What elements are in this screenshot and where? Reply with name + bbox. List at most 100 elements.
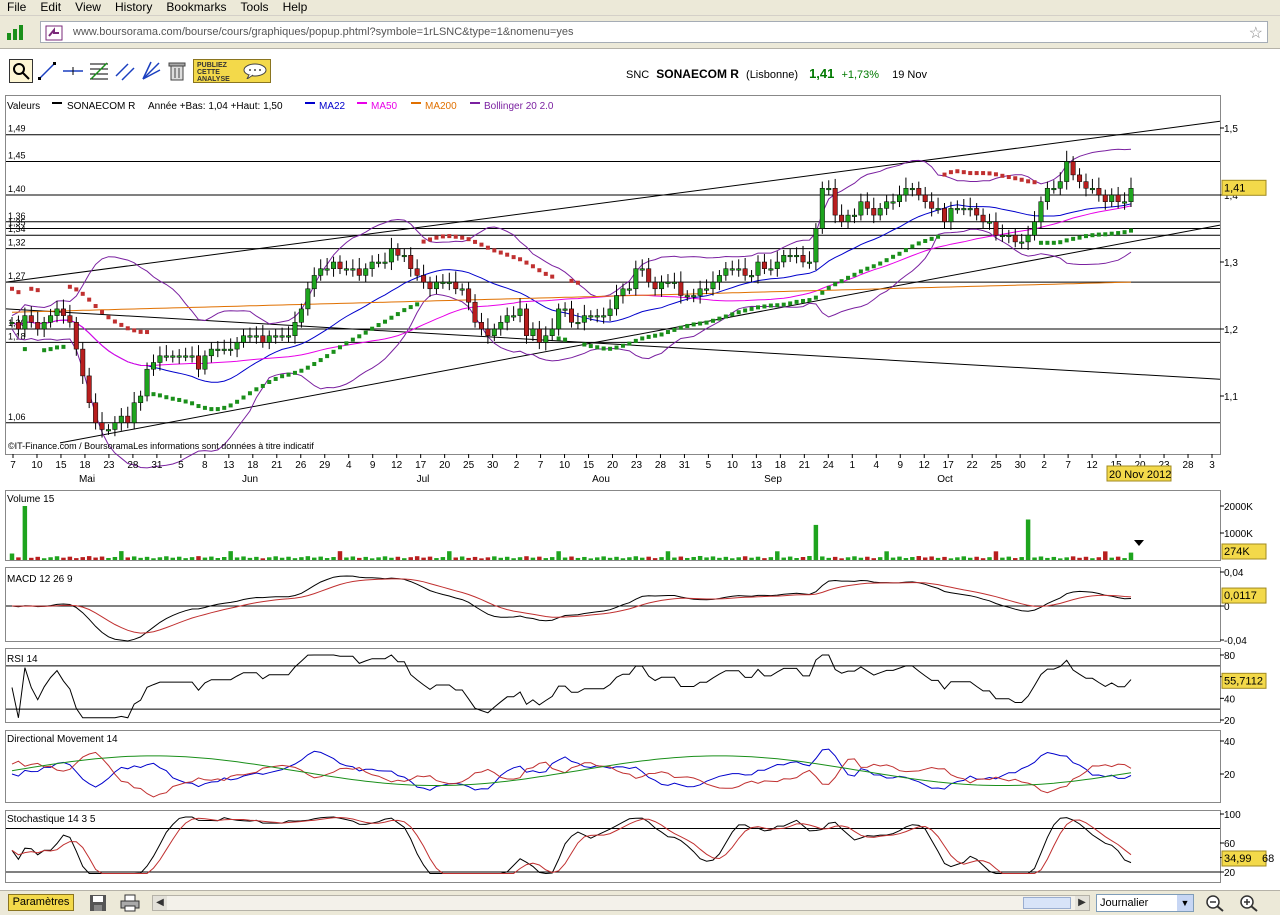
level-label-1: 1,45 xyxy=(8,151,26,161)
print-icon[interactable] xyxy=(120,894,140,912)
zoom-in-icon[interactable] xyxy=(1239,894,1259,912)
site-icon xyxy=(45,25,63,41)
volume-bar xyxy=(337,551,343,560)
sar-dot xyxy=(447,234,452,239)
candle-body xyxy=(196,355,201,370)
volume-bar xyxy=(196,556,201,560)
menu-bookmarks[interactable]: Bookmarks xyxy=(166,0,227,14)
volume-bar xyxy=(74,558,79,560)
x-tick-label-33: 21 xyxy=(799,460,811,471)
volume-bar xyxy=(267,557,272,560)
menu-tools[interactable]: Tools xyxy=(240,0,269,14)
sar-dot xyxy=(1013,176,1018,181)
chart-area[interactable]: Valeurs SONAECOM R Année +Bas: 1,04 +Haut:… xyxy=(0,94,1280,890)
menu-edit[interactable]: Edit xyxy=(40,0,62,14)
save-icon[interactable] xyxy=(88,894,108,912)
x-tick-label-10: 18 xyxy=(247,460,259,471)
volume-bar xyxy=(524,556,529,560)
candle-body xyxy=(774,261,780,269)
volume-bar xyxy=(498,557,503,560)
period-select[interactable]: Journalier ▼ xyxy=(1096,894,1194,912)
params-button[interactable]: Paramètres xyxy=(8,894,74,911)
sar-dot xyxy=(524,260,529,265)
sar-dot xyxy=(820,290,825,295)
candle-body xyxy=(331,261,337,269)
candle-body xyxy=(987,221,993,224)
sar-dot xyxy=(910,244,915,249)
publish-analysis-button[interactable]: PUBLIEZ CETTE ANALYSE xyxy=(193,59,271,83)
sar-dot xyxy=(363,330,368,335)
sar-dot xyxy=(1038,240,1043,245)
fibonacci-icon[interactable] xyxy=(87,59,111,83)
fan-icon[interactable] xyxy=(139,59,163,83)
candle-body xyxy=(504,315,510,323)
candle-body xyxy=(433,281,439,290)
volume-bar xyxy=(312,557,317,560)
trendline-icon[interactable] xyxy=(35,59,59,83)
volume-bar xyxy=(865,556,870,560)
candle-body xyxy=(832,188,838,216)
sar-dot xyxy=(1045,240,1050,245)
horizontal-line-icon[interactable] xyxy=(61,59,85,83)
volume-bar xyxy=(106,557,111,560)
sar-dot xyxy=(337,345,342,350)
volume-bar xyxy=(562,557,568,560)
parallel-channel-icon[interactable] xyxy=(113,59,137,83)
sar-dot xyxy=(620,343,625,348)
menu-file[interactable]: File xyxy=(7,0,27,14)
date-marker-icon xyxy=(1134,540,1144,546)
volume-bar xyxy=(22,506,28,560)
candle-body xyxy=(131,402,137,424)
zoom-out-icon[interactable] xyxy=(1205,894,1225,912)
candle-body xyxy=(909,188,915,191)
speech-bubble-icon xyxy=(243,63,267,81)
candle-body xyxy=(376,261,382,264)
sar-dot xyxy=(10,286,14,291)
menu-view[interactable]: View xyxy=(75,0,101,14)
volume-bar xyxy=(1006,556,1012,560)
candle-body xyxy=(974,208,980,216)
scroll-right-icon[interactable]: ▶ xyxy=(1075,896,1089,910)
candle-body xyxy=(704,288,710,291)
volume-tick-label-1: 1000K xyxy=(1224,529,1253,540)
stoch-d-line xyxy=(11,816,1132,874)
candle-body xyxy=(697,288,703,296)
menu-help[interactable]: Help xyxy=(282,0,308,14)
url-field[interactable]: www.boursorama.com/bourse/cours/graphiqu… xyxy=(40,21,1268,43)
candle-body xyxy=(646,268,652,283)
dm-adx-line xyxy=(11,755,1132,786)
price-tick-label-0: 1,5 xyxy=(1224,124,1238,135)
sar-dot xyxy=(858,269,863,274)
scroll-thumb[interactable] xyxy=(1023,897,1071,909)
sar-dot xyxy=(698,321,703,326)
sar-dot xyxy=(100,310,105,315)
candle-body xyxy=(575,322,581,325)
volume-bar xyxy=(247,557,253,560)
candle-body xyxy=(414,268,420,276)
horizontal-scrollbar[interactable]: ◀ ▶ xyxy=(152,895,1090,911)
candle-body xyxy=(768,268,774,271)
date-label-box xyxy=(1106,465,1172,482)
x-tick-label-6: 31 xyxy=(151,460,163,471)
menu-history[interactable]: History xyxy=(115,0,153,14)
scroll-left-icon[interactable]: ◀ xyxy=(153,896,167,910)
candle-body xyxy=(620,288,626,296)
volume-bar xyxy=(993,551,999,560)
volume-bar xyxy=(858,557,864,560)
rsi-title: RSI 14 xyxy=(7,654,38,665)
stoch-title: Stochastique 14 3 5 xyxy=(7,814,96,825)
volume-bar xyxy=(86,556,92,560)
sar-dot xyxy=(292,370,297,375)
month-label-1: Jun xyxy=(242,474,258,485)
candle-body xyxy=(536,328,542,343)
panel-frame-2 xyxy=(5,567,1221,642)
trash-icon[interactable] xyxy=(165,59,189,83)
volume-bar xyxy=(209,556,214,560)
candle-body xyxy=(826,188,832,191)
sar-dot xyxy=(646,334,651,339)
volume-bar xyxy=(935,557,941,560)
sar-dot xyxy=(653,333,658,338)
candle-body xyxy=(716,275,722,283)
bookmark-star-icon[interactable]: ☆ xyxy=(1248,25,1263,42)
zoom-icon[interactable] xyxy=(9,59,33,83)
